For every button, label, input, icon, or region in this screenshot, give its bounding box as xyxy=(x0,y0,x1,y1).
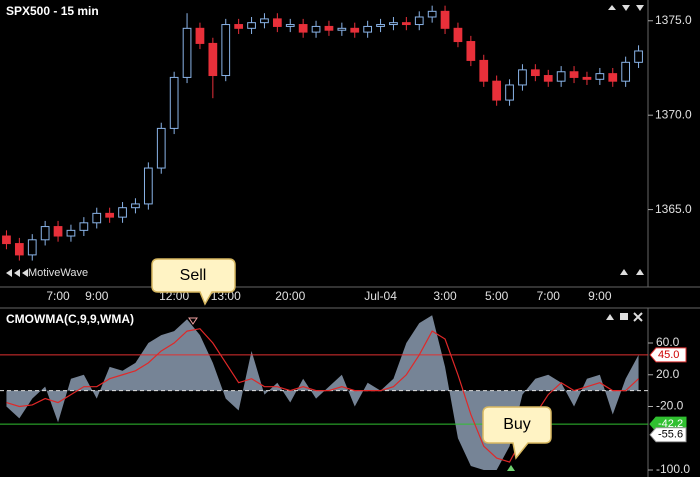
candle-body xyxy=(208,42,218,77)
y-tick-label: -20.0 xyxy=(656,399,684,413)
badge-label: -42.2 xyxy=(658,418,683,430)
candle-body xyxy=(350,27,360,33)
candle-body xyxy=(272,18,282,27)
callout-text: Buy xyxy=(503,416,531,433)
candle-body xyxy=(92,212,102,224)
x-tick-label: 9:00 xyxy=(588,289,612,303)
candle-body xyxy=(389,22,398,26)
candle-body xyxy=(427,10,437,18)
candle-body xyxy=(169,76,179,129)
badge-label: 45.0 xyxy=(658,349,679,361)
candle-body xyxy=(79,222,89,231)
y-tick-label: 1365.0 xyxy=(655,202,692,216)
candle-body xyxy=(195,27,205,44)
x-tick-label: 20:00 xyxy=(275,289,305,303)
candle-body xyxy=(337,27,347,31)
watermark: MotiveWave xyxy=(28,267,88,279)
candle-body xyxy=(14,243,24,256)
candle-body xyxy=(414,16,424,26)
callout-text: Sell xyxy=(180,267,207,284)
candle-body xyxy=(247,22,256,29)
badge-label: -55.6 xyxy=(658,429,683,441)
candle-body xyxy=(66,229,76,237)
candle-body xyxy=(492,80,502,101)
y-tick-label: 1375.0 xyxy=(655,13,692,27)
y-tick-label: 1370.0 xyxy=(655,107,692,121)
x-tick-label: Jul-04 xyxy=(364,289,397,303)
candle-body xyxy=(118,207,127,218)
x-tick-label: 9:00 xyxy=(85,289,109,303)
chart-title: SPX500 - 15 min xyxy=(6,4,99,18)
candle-body xyxy=(530,69,540,77)
candle-body xyxy=(518,69,527,86)
candle-body xyxy=(143,167,153,205)
candle-body xyxy=(453,27,463,43)
y-tick-label: 60.0 xyxy=(656,335,680,349)
candle-body xyxy=(363,25,373,33)
value-badge xyxy=(649,427,687,443)
value-badge xyxy=(649,347,687,363)
candle-body xyxy=(234,24,244,29)
candle-body xyxy=(569,71,579,78)
y-tick-label: -100.0 xyxy=(656,462,690,476)
buy-marker xyxy=(507,465,515,471)
candle-body xyxy=(401,22,411,26)
x-tick-label: 5:00 xyxy=(485,289,509,303)
candle-body xyxy=(556,71,566,82)
callout xyxy=(482,406,552,460)
candle-body xyxy=(466,41,476,61)
candle-body xyxy=(311,25,321,33)
candle-body xyxy=(324,25,334,31)
candle-body xyxy=(285,24,295,27)
candle-body xyxy=(2,235,11,245)
candle-body xyxy=(105,212,115,218)
candle-body xyxy=(40,226,50,241)
sell-marker xyxy=(188,317,198,325)
candle-body xyxy=(182,27,192,78)
candle-body xyxy=(298,24,308,33)
candle-body xyxy=(479,59,489,82)
candle-body xyxy=(543,75,553,82)
candle-body xyxy=(634,50,643,63)
candle-body xyxy=(131,203,140,209)
candle-body xyxy=(621,61,631,82)
candle-body xyxy=(260,18,269,24)
candle-body xyxy=(608,73,618,82)
candle-body xyxy=(505,84,514,101)
candle-body xyxy=(440,10,450,29)
candle-body xyxy=(221,24,231,77)
candle-body xyxy=(595,73,605,80)
indicator-title: CMOWMA(C,9,9,WMA) xyxy=(6,312,134,326)
x-tick-label: 7:00 xyxy=(46,289,70,303)
callout xyxy=(151,258,236,306)
candle-body xyxy=(376,24,385,27)
y-tick-label: 20.0 xyxy=(656,367,680,381)
x-tick-label: 3:00 xyxy=(433,289,457,303)
oscillator-area xyxy=(6,315,639,471)
candle-body xyxy=(27,239,37,256)
candle-body xyxy=(53,226,63,237)
candle-body xyxy=(582,76,592,80)
pane-icons xyxy=(6,5,644,322)
x-tick-label: 7:00 xyxy=(537,289,561,303)
candle-body xyxy=(156,127,166,169)
